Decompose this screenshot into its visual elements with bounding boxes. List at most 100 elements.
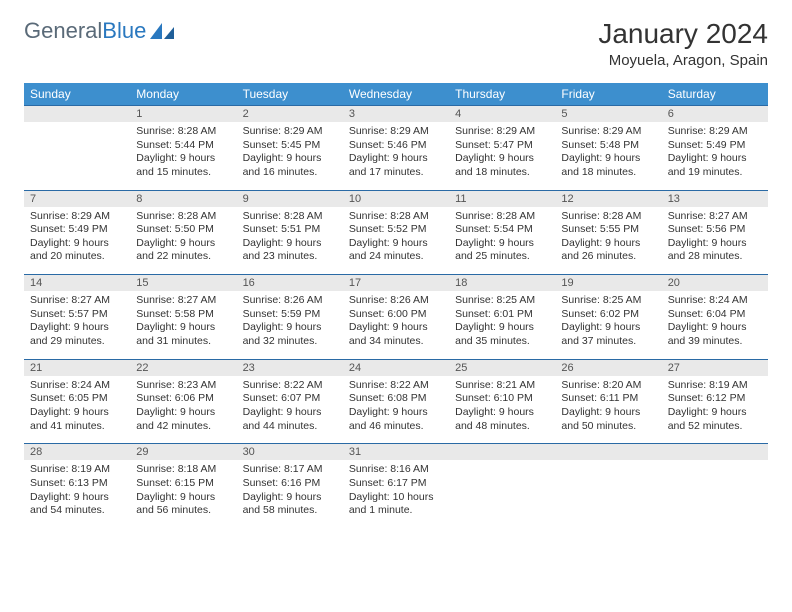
sunset-line: Sunset: 6:10 PM: [455, 392, 549, 406]
sunrise-line: Sunrise: 8:28 AM: [349, 210, 443, 224]
day-detail-cell: Sunrise: 8:29 AMSunset: 5:47 PMDaylight:…: [449, 122, 555, 190]
day-number-cell: 17: [343, 275, 449, 292]
day-number: 9: [243, 193, 249, 205]
day-number-cell: [662, 444, 768, 461]
day-detail-cell: Sunrise: 8:28 AMSunset: 5:50 PMDaylight:…: [130, 207, 236, 275]
sunrise-line: Sunrise: 8:21 AM: [455, 379, 549, 393]
day-detail-cell: Sunrise: 8:28 AMSunset: 5:55 PMDaylight:…: [555, 207, 661, 275]
sunset-line: Sunset: 6:05 PM: [30, 392, 124, 406]
day-number: 17: [349, 277, 361, 289]
day-detail-cell: Sunrise: 8:23 AMSunset: 6:06 PMDaylight:…: [130, 376, 236, 444]
day-detail-row: Sunrise: 8:24 AMSunset: 6:05 PMDaylight:…: [24, 376, 768, 444]
day-number: 5: [561, 108, 567, 120]
sunset-line: Sunset: 6:15 PM: [136, 477, 230, 491]
day-number-cell: 13: [662, 190, 768, 207]
sunset-line: Sunset: 6:12 PM: [668, 392, 762, 406]
sunrise-line: Sunrise: 8:25 AM: [561, 294, 655, 308]
logo-sail-icon: [150, 21, 176, 41]
day-number-cell: 28: [24, 444, 130, 461]
day-number-row: 78910111213: [24, 190, 768, 207]
day-detail-cell: Sunrise: 8:19 AMSunset: 6:13 PMDaylight:…: [24, 460, 130, 528]
sunset-line: Sunset: 5:58 PM: [136, 308, 230, 322]
day-number-row: 123456: [24, 106, 768, 123]
sunset-line: Sunset: 5:47 PM: [455, 139, 549, 153]
day-number: 23: [243, 362, 255, 374]
weekday-header: Wednesday: [343, 83, 449, 106]
day-number: 21: [30, 362, 42, 374]
day-number-cell: 9: [237, 190, 343, 207]
day-number-cell: [449, 444, 555, 461]
daylight-line: Daylight: 9 hours and 37 minutes.: [561, 321, 655, 348]
day-number: 13: [668, 193, 680, 205]
day-number-cell: 15: [130, 275, 236, 292]
day-number-cell: 4: [449, 106, 555, 123]
day-number-row: 14151617181920: [24, 275, 768, 292]
day-detail-cell: Sunrise: 8:21 AMSunset: 6:10 PMDaylight:…: [449, 376, 555, 444]
daylight-line: Daylight: 9 hours and 17 minutes.: [349, 152, 443, 179]
day-detail-row: Sunrise: 8:19 AMSunset: 6:13 PMDaylight:…: [24, 460, 768, 528]
day-detail-cell: Sunrise: 8:24 AMSunset: 6:05 PMDaylight:…: [24, 376, 130, 444]
sunrise-line: Sunrise: 8:24 AM: [668, 294, 762, 308]
sunrise-line: Sunrise: 8:29 AM: [561, 125, 655, 139]
header: GeneralBlue January 2024 Moyuela, Aragon…: [24, 18, 768, 69]
day-detail-cell: Sunrise: 8:24 AMSunset: 6:04 PMDaylight:…: [662, 291, 768, 359]
sunset-line: Sunset: 5:50 PM: [136, 223, 230, 237]
logo-text-2: Blue: [102, 18, 146, 44]
sunrise-line: Sunrise: 8:22 AM: [349, 379, 443, 393]
sunset-line: Sunset: 6:01 PM: [455, 308, 549, 322]
day-number-cell: 19: [555, 275, 661, 292]
month-title: January 2024: [598, 18, 768, 50]
day-number-cell: 29: [130, 444, 236, 461]
day-detail-cell: Sunrise: 8:22 AMSunset: 6:07 PMDaylight:…: [237, 376, 343, 444]
day-number-cell: 26: [555, 359, 661, 376]
day-number-cell: 31: [343, 444, 449, 461]
day-detail-row: Sunrise: 8:29 AMSunset: 5:49 PMDaylight:…: [24, 207, 768, 275]
day-number-cell: 10: [343, 190, 449, 207]
day-detail-cell: Sunrise: 8:25 AMSunset: 6:02 PMDaylight:…: [555, 291, 661, 359]
day-number-cell: 7: [24, 190, 130, 207]
daylight-line: Daylight: 9 hours and 39 minutes.: [668, 321, 762, 348]
sunset-line: Sunset: 5:51 PM: [243, 223, 337, 237]
sunrise-line: Sunrise: 8:28 AM: [136, 210, 230, 224]
daylight-line: Daylight: 9 hours and 41 minutes.: [30, 406, 124, 433]
day-detail-cell: Sunrise: 8:27 AMSunset: 5:56 PMDaylight:…: [662, 207, 768, 275]
day-number: 20: [668, 277, 680, 289]
day-number-cell: 25: [449, 359, 555, 376]
day-detail-cell: Sunrise: 8:25 AMSunset: 6:01 PMDaylight:…: [449, 291, 555, 359]
day-number: 1: [136, 108, 142, 120]
day-detail-row: Sunrise: 8:27 AMSunset: 5:57 PMDaylight:…: [24, 291, 768, 359]
day-number: 19: [561, 277, 573, 289]
day-detail-cell: Sunrise: 8:27 AMSunset: 5:58 PMDaylight:…: [130, 291, 236, 359]
sunset-line: Sunset: 5:44 PM: [136, 139, 230, 153]
day-number: 29: [136, 446, 148, 458]
day-detail-row: Sunrise: 8:28 AMSunset: 5:44 PMDaylight:…: [24, 122, 768, 190]
day-number-cell: 18: [449, 275, 555, 292]
sunrise-line: Sunrise: 8:19 AM: [668, 379, 762, 393]
daylight-line: Daylight: 9 hours and 22 minutes.: [136, 237, 230, 264]
daylight-line: Daylight: 9 hours and 44 minutes.: [243, 406, 337, 433]
day-number: 27: [668, 362, 680, 374]
day-number-cell: 21: [24, 359, 130, 376]
day-number-cell: 16: [237, 275, 343, 292]
sunrise-line: Sunrise: 8:27 AM: [30, 294, 124, 308]
day-number-cell: 27: [662, 359, 768, 376]
day-number: 10: [349, 193, 361, 205]
daylight-line: Daylight: 9 hours and 18 minutes.: [561, 152, 655, 179]
daylight-line: Daylight: 9 hours and 56 minutes.: [136, 491, 230, 518]
daylight-line: Daylight: 9 hours and 54 minutes.: [30, 491, 124, 518]
sunset-line: Sunset: 5:49 PM: [668, 139, 762, 153]
sunrise-line: Sunrise: 8:25 AM: [455, 294, 549, 308]
title-block: January 2024 Moyuela, Aragon, Spain: [598, 18, 768, 69]
sunset-line: Sunset: 6:04 PM: [668, 308, 762, 322]
day-number: 25: [455, 362, 467, 374]
sunrise-line: Sunrise: 8:29 AM: [455, 125, 549, 139]
logo: GeneralBlue: [24, 18, 176, 44]
daylight-line: Daylight: 9 hours and 26 minutes.: [561, 237, 655, 264]
daylight-line: Daylight: 9 hours and 16 minutes.: [243, 152, 337, 179]
day-number: 30: [243, 446, 255, 458]
sunset-line: Sunset: 6:17 PM: [349, 477, 443, 491]
day-detail-cell: [449, 460, 555, 528]
daylight-line: Daylight: 9 hours and 23 minutes.: [243, 237, 337, 264]
sunrise-line: Sunrise: 8:26 AM: [243, 294, 337, 308]
day-detail-cell: [24, 122, 130, 190]
